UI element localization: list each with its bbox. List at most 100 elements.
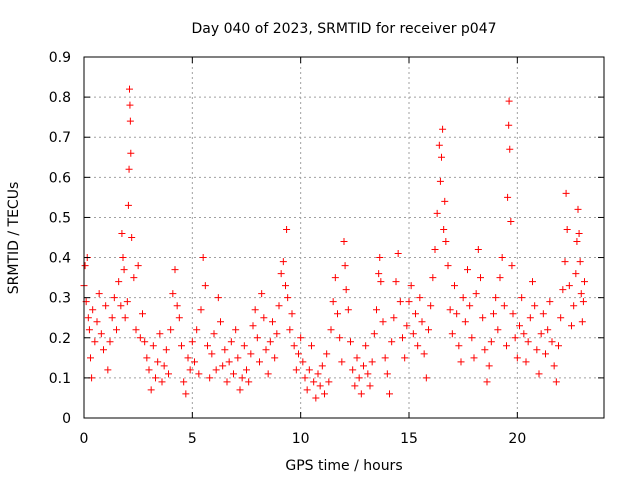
data-point — [341, 262, 349, 270]
data-point — [312, 394, 320, 402]
data-point — [243, 366, 250, 374]
data-point — [184, 354, 192, 362]
axis-ticks: 0 0.1 0.2 0.3 0.4 0.5 0.6 0.7 0.8 0.9 0 5 10 15 20 — [49, 50, 604, 447]
data-point — [490, 310, 497, 318]
data-point — [143, 354, 151, 362]
data-point — [377, 278, 385, 286]
data-point — [204, 342, 211, 350]
data-point — [89, 306, 97, 314]
data-point — [292, 366, 300, 374]
data-point — [95, 290, 103, 298]
data-point — [149, 342, 157, 350]
data-point — [435, 141, 443, 149]
data-point — [97, 330, 105, 338]
data-point — [481, 346, 489, 354]
data-point — [470, 354, 478, 362]
data-point — [171, 266, 179, 274]
data-point — [127, 149, 135, 157]
data-point — [349, 366, 357, 374]
data-point — [247, 350, 255, 358]
data-point — [347, 338, 354, 346]
data-point — [388, 338, 396, 346]
data-point — [364, 370, 372, 378]
data-point — [373, 306, 380, 314]
data-point — [139, 310, 146, 318]
data-point — [474, 246, 482, 254]
data-point — [403, 322, 411, 330]
data-point — [308, 342, 315, 350]
data-point — [273, 330, 281, 338]
data-point — [542, 350, 549, 358]
data-point — [117, 302, 125, 310]
data-point — [376, 254, 384, 262]
data-point — [357, 390, 365, 398]
data-point — [552, 378, 560, 386]
data-point — [370, 330, 378, 338]
data-point — [128, 234, 136, 241]
data-point — [572, 270, 580, 278]
y-tick-label: 0.4 — [49, 251, 71, 267]
data-point — [188, 338, 196, 346]
data-point — [548, 338, 556, 346]
data-point — [325, 378, 333, 386]
x-tick-label: 15 — [400, 431, 418, 447]
data-point — [87, 354, 94, 362]
data-point — [123, 298, 131, 306]
data-point — [236, 386, 244, 394]
data-point — [100, 346, 107, 354]
data-point — [438, 153, 445, 161]
data-point — [119, 254, 127, 262]
data-point — [121, 314, 129, 322]
data-point — [504, 193, 512, 201]
data-point — [290, 342, 298, 350]
data-point — [579, 298, 587, 306]
data-point — [511, 334, 519, 342]
data-point — [561, 258, 569, 266]
data-point — [327, 326, 335, 334]
data-point — [507, 217, 515, 225]
data-point — [505, 97, 513, 105]
data-point — [136, 334, 144, 342]
x-tick-label: 0 — [80, 431, 89, 447]
y-tick-label: 0.3 — [49, 291, 71, 307]
y-axis-label: SRMTID / TECUs — [6, 182, 22, 295]
data-point — [464, 266, 471, 274]
data-point — [483, 378, 491, 386]
data-point — [550, 362, 558, 370]
data-point — [310, 378, 318, 386]
data-point — [321, 390, 328, 398]
data-point — [301, 374, 309, 382]
data-point — [262, 346, 270, 354]
data-point — [574, 205, 582, 213]
data-point — [390, 314, 398, 322]
data-point — [279, 258, 287, 266]
data-point — [93, 318, 101, 326]
data-point — [436, 177, 444, 185]
data-point — [162, 346, 170, 354]
data-point — [245, 378, 253, 386]
data-point — [383, 370, 391, 378]
plot-frame — [83, 56, 605, 419]
data-point — [169, 290, 177, 298]
data-point — [256, 358, 263, 366]
data-point — [329, 298, 337, 306]
data-point — [505, 121, 513, 129]
data-point — [318, 362, 326, 370]
data-point — [180, 378, 188, 386]
data-point — [147, 386, 155, 394]
data-point — [305, 366, 313, 374]
data-point — [576, 258, 584, 266]
data-point — [381, 354, 389, 362]
data-point — [520, 330, 528, 338]
data-point — [455, 342, 463, 350]
data-point — [126, 117, 134, 125]
data-point — [206, 374, 214, 382]
data-point — [577, 290, 585, 298]
data-point — [284, 294, 292, 302]
data-point — [130, 274, 138, 282]
x-tick-label: 20 — [508, 431, 526, 447]
data-point — [427, 302, 435, 310]
data-point — [379, 318, 387, 326]
data-point — [394, 250, 402, 258]
